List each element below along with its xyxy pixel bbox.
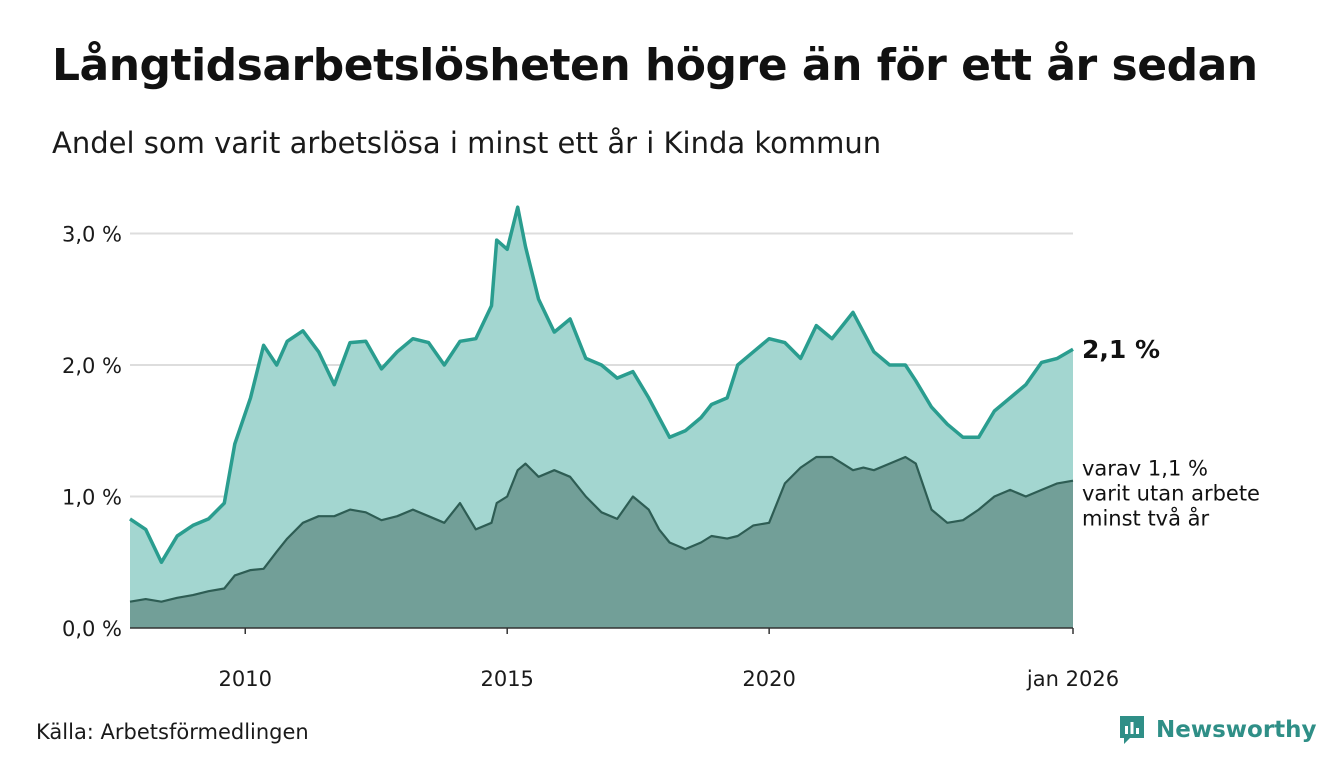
series-area-two-year <box>130 457 1073 628</box>
annotation-line: varav 1,1 % <box>1082 457 1208 481</box>
x-tick-label: 2015 <box>480 667 533 691</box>
end-value-label: 2,1 % <box>1082 335 1160 364</box>
y-tick-label: 1,0 % <box>62 486 122 510</box>
series-line-one-year <box>129 205 1074 565</box>
axis-layer <box>130 627 1074 634</box>
newsworthy-logo-icon <box>1120 716 1144 744</box>
annotation-line: minst två år <box>1082 506 1210 531</box>
brand-name: Newsworthy <box>1156 717 1317 743</box>
y-tick-label: 2,0 % <box>62 354 122 378</box>
chart: 0,0 % 1,0 % 2,0 % 3,0 % 2010 2015 2020 jan 2026… <box>62 205 1260 692</box>
brand: Newsworthy <box>1118 714 1317 746</box>
y-tick-label: 3,0 % <box>62 223 122 247</box>
x-tick-label: 2020 <box>742 667 795 691</box>
y-tick-label: 0,0 % <box>62 617 122 641</box>
area-layer <box>129 205 1074 628</box>
series-line-two-year <box>129 455 1074 603</box>
x-tick-label: jan 2026 <box>1026 667 1119 691</box>
chart-title: Långtidsarbetslösheten högre än för ett … <box>52 40 1258 91</box>
annotation-line: varit utan arbete <box>1082 482 1260 506</box>
chart-subtitle: Andel som varit arbetslösa i minst ett å… <box>52 126 882 160</box>
x-tick-label: 2010 <box>219 667 272 691</box>
label-layer: 0,0 % 1,0 % 2,0 % 3,0 % 2010 2015 2020 jan 2026… <box>62 223 1260 692</box>
source-label: Källa: Arbetsförmedlingen <box>36 720 309 744</box>
